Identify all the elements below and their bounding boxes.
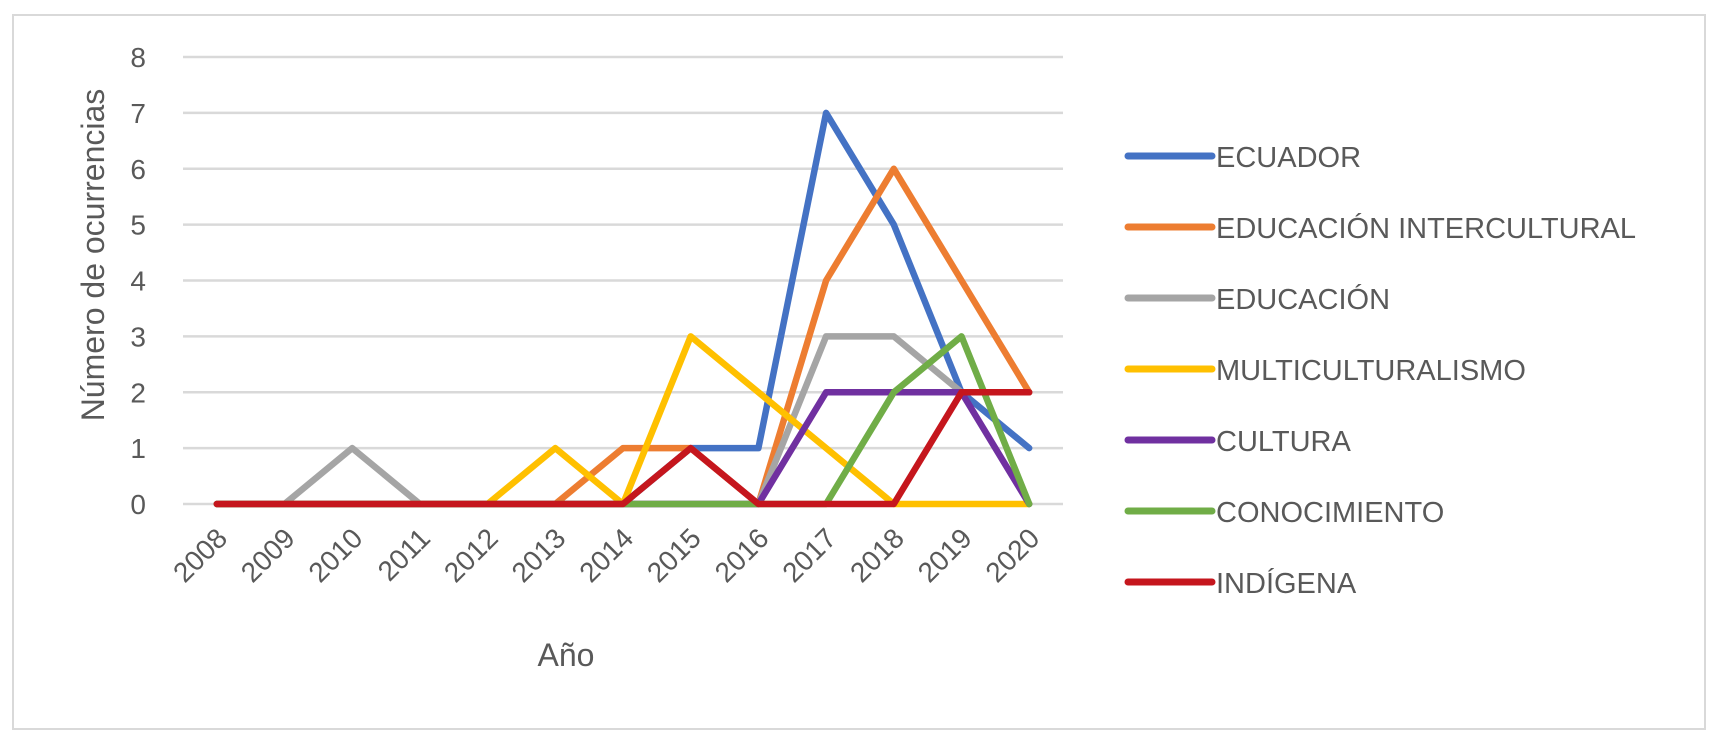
- legend-item: CONOCIMIENTO: [1124, 497, 1444, 529]
- x-tick-label: 2008: [167, 522, 233, 588]
- series-line: [213, 389, 1033, 508]
- x-tick-label: 2014: [573, 522, 639, 588]
- y-tick-label: 5: [130, 210, 146, 241]
- x-axis-ticks: 2008 2009 2010 2011 2012 2013 2014 2015 2016 2017…: [167, 522, 1045, 588]
- y-axis-title: Número de ocurrencias: [75, 89, 111, 422]
- legend-label: CULTURA: [1216, 426, 1351, 458]
- y-tick-label: 6: [130, 154, 146, 185]
- chart-frame: [12, 14, 1706, 730]
- legend-item: ECUADOR: [1124, 142, 1361, 174]
- x-tick-label: 2010: [303, 522, 369, 588]
- x-tick-label: 2009: [235, 522, 301, 588]
- legend: ECUADOR EDUCACIÓN INTERCULTURAL EDUCACIÓN M…: [1124, 142, 1636, 600]
- y-tick-label: 1: [130, 433, 146, 464]
- x-tick-label: 2018: [844, 522, 910, 588]
- x-tick-label: 2012: [438, 522, 504, 588]
- x-tick-label: 2013: [506, 522, 572, 588]
- legend-item: EDUCACIÓN INTERCULTURAL: [1124, 212, 1636, 245]
- legend-label: ECUADOR: [1216, 142, 1361, 174]
- legend-item: MULTICULTURALISMO: [1124, 355, 1526, 387]
- legend-label: EDUCACIÓN INTERCULTURAL: [1216, 212, 1636, 245]
- legend-label: EDUCACIÓN: [1216, 283, 1390, 316]
- y-tick-label: 0: [130, 489, 146, 520]
- x-axis-title: Año: [538, 637, 595, 673]
- y-tick-label: 7: [130, 98, 146, 129]
- legend-item: INDÍGENA: [1124, 567, 1357, 600]
- legend-label: CONOCIMIENTO: [1216, 497, 1444, 529]
- x-tick-label: 2015: [641, 522, 707, 588]
- x-tick-label: 2017: [776, 522, 842, 588]
- legend-label: MULTICULTURALISMO: [1216, 355, 1526, 387]
- y-axis-ticks: 0 1 2 3 4 5 6 7 8: [130, 42, 146, 520]
- legend-item: EDUCACIÓN: [1124, 283, 1390, 316]
- y-tick-label: 4: [130, 266, 146, 297]
- x-tick-label: 2020: [979, 522, 1045, 588]
- legend-label: INDÍGENA: [1216, 567, 1357, 600]
- x-tick-label: 2016: [709, 522, 775, 588]
- x-tick-label: 2011: [372, 522, 437, 587]
- y-tick-label: 8: [130, 42, 146, 73]
- x-tick-label: 2019: [912, 522, 978, 588]
- legend-item: CULTURA: [1124, 426, 1351, 458]
- y-tick-label: 3: [130, 321, 146, 352]
- y-tick-label: 2: [130, 377, 146, 408]
- series-lines: [213, 109, 1033, 508]
